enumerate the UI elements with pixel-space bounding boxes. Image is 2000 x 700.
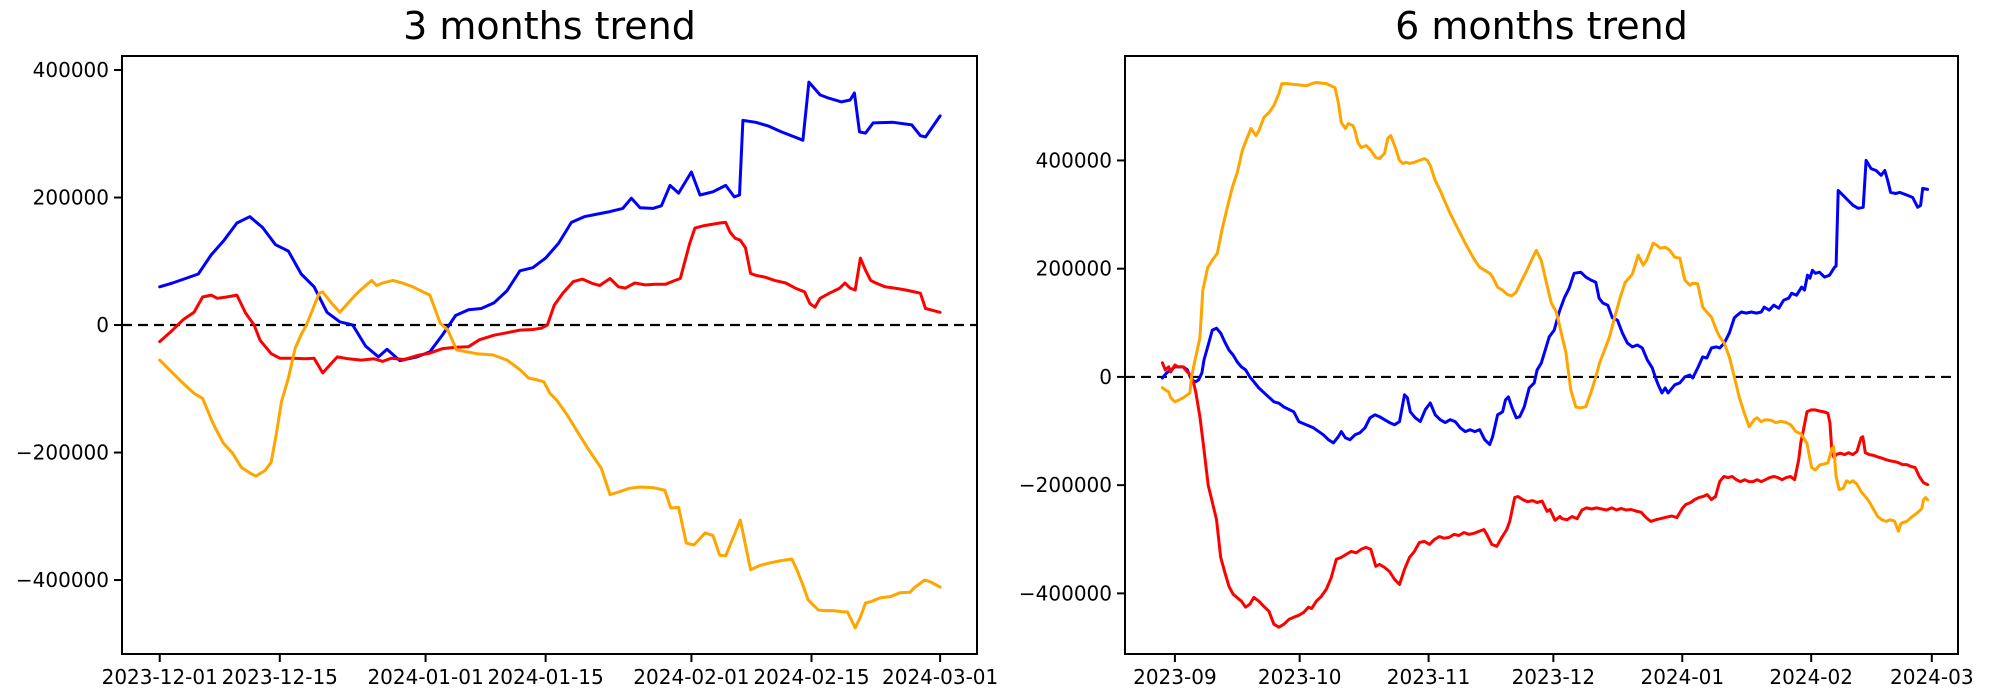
- chart-title-3-months: 3 months trend: [403, 4, 696, 48]
- y-tick-label: −200000: [1019, 473, 1112, 497]
- x-tick-label: 2023-09: [1133, 665, 1217, 689]
- y-tick-label: 200000: [1036, 257, 1112, 281]
- chart-title-6-months: 6 months trend: [1395, 4, 1688, 48]
- y-tick-label: 0: [1099, 365, 1112, 389]
- x-tick-label: 2024-01-01: [367, 665, 483, 689]
- series-line-red: [1160, 361, 1930, 629]
- plot-border: [121, 55, 978, 655]
- y-tick-label: 400000: [1036, 148, 1112, 172]
- x-tick-label: 2024-02: [1769, 665, 1853, 689]
- series-line-orange: [1160, 81, 1930, 533]
- y-tick-label: 400000: [33, 58, 109, 82]
- series-line-blue: [158, 80, 942, 363]
- series-line-orange: [158, 278, 942, 630]
- x-tick-label: 2024-01-15: [488, 665, 604, 689]
- x-tick-label: 2024-02-01: [633, 665, 749, 689]
- y-tick-label: −200000: [16, 441, 109, 465]
- y-tick-label: 0: [96, 313, 109, 337]
- chart-panel-3-months-trend: 3 months trend 400000 200000 0 −200000 −4000…: [16, 4, 998, 689]
- y-tick-label: −400000: [1019, 581, 1112, 605]
- x-tick-label: 2023-12-15: [222, 665, 338, 689]
- x-tick-label: 2023-11: [1387, 665, 1471, 689]
- plot-border: [1124, 55, 1959, 655]
- y-tick-label: 200000: [33, 186, 109, 210]
- series-line-red: [158, 220, 942, 375]
- x-tick-label: 2023-12-01: [102, 665, 218, 689]
- series-line-blue: [1160, 158, 1930, 447]
- y-tick-label: −400000: [16, 568, 109, 592]
- x-tick-label: 2024-02-15: [753, 665, 869, 689]
- x-tick-label: 2024-03-01: [882, 665, 998, 689]
- x-tick-label: 2024-01: [1640, 665, 1724, 689]
- x-tick-label: 2024-03: [1890, 665, 1974, 689]
- x-tick-label: 2023-12: [1512, 665, 1596, 689]
- chart-panel-6-months-trend: 6 months trend 400000 200000 0 −200000 −4000…: [1000, 0, 2000, 700]
- x-tick-label: 2023-10: [1258, 665, 1342, 689]
- chart-plot-6-months: 400000 200000 0 −200000 −400000 2023-09 2023-1…: [1019, 55, 1974, 689]
